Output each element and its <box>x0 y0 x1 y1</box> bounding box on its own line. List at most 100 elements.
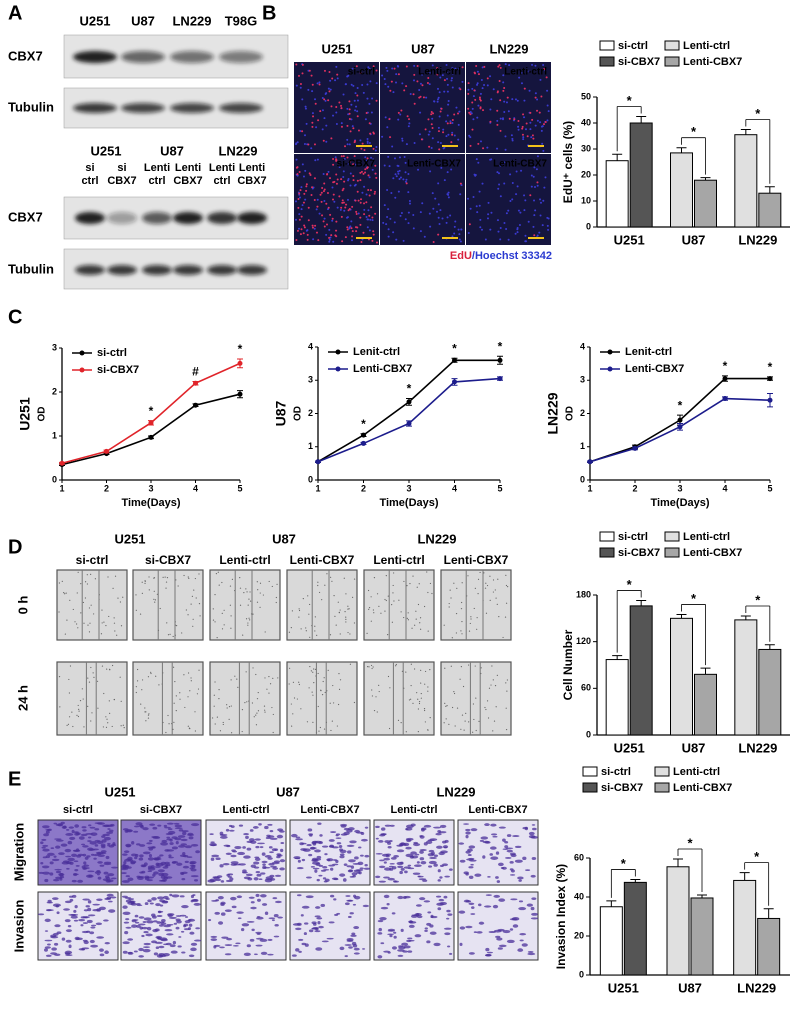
stained-cell <box>127 951 134 955</box>
stained-cell <box>42 844 49 847</box>
cell-speck <box>58 611 60 613</box>
wound-image <box>363 661 435 736</box>
stained-cell <box>236 911 244 914</box>
cell-speck <box>120 700 122 702</box>
cell-speck <box>400 722 402 724</box>
cell-speck <box>418 700 421 703</box>
stained-cell <box>350 865 355 869</box>
cell-speck <box>292 713 294 715</box>
stained-cell <box>183 854 189 858</box>
stained-cell <box>358 871 362 875</box>
cell-speck <box>181 632 183 634</box>
stained-cell <box>326 937 334 940</box>
blot-band <box>75 212 105 224</box>
cell-speck <box>69 665 72 667</box>
stained-cell <box>297 859 301 863</box>
stained-cell <box>438 898 445 902</box>
nucleus <box>460 228 463 231</box>
cell-speck <box>387 634 389 636</box>
edu-nucleus <box>328 236 331 239</box>
stained-cell <box>102 833 111 837</box>
cell-speck <box>506 679 508 681</box>
cell-speck <box>154 601 156 603</box>
cell-speck <box>187 725 189 727</box>
stained-cell <box>88 824 92 827</box>
significance-mark: * <box>498 339 503 353</box>
nucleus <box>499 227 502 230</box>
cell-speck <box>135 686 137 688</box>
stained-cell <box>180 838 188 842</box>
stained-cell <box>110 896 117 899</box>
stained-cell <box>470 863 474 866</box>
stained-cell <box>375 852 383 855</box>
stained-cell <box>498 862 504 867</box>
stained-cell <box>484 905 492 908</box>
cell-speck <box>339 609 341 611</box>
cell-speck <box>119 601 122 603</box>
cell-speck <box>196 693 199 695</box>
stained-cell <box>421 827 427 831</box>
legend-marker <box>335 366 341 372</box>
stained-cell <box>236 895 243 899</box>
y-tick-label: 3 <box>52 342 57 352</box>
stained-cell <box>230 854 237 858</box>
stained-cell <box>138 923 146 926</box>
stained-cell <box>88 836 92 839</box>
cell-speck <box>249 591 251 593</box>
cell-speck <box>384 598 386 601</box>
nucleus <box>397 118 400 121</box>
stained-cell <box>175 840 179 845</box>
stained-cell <box>437 869 441 873</box>
stained-cell <box>265 836 271 840</box>
cell-speck <box>453 691 455 693</box>
nucleus <box>446 216 449 219</box>
stained-cell <box>442 840 447 844</box>
edu-nucleus <box>341 199 344 202</box>
nucleus <box>451 131 454 134</box>
cell-speck <box>473 718 475 721</box>
stained-cell <box>189 864 196 867</box>
cell-speck <box>197 688 200 690</box>
stained-cell <box>122 863 126 867</box>
stained-cell <box>141 926 149 930</box>
stained-cell <box>345 895 351 897</box>
y-tick-label: 3 <box>580 375 585 385</box>
edu-nucleus <box>368 122 371 125</box>
stained-cell <box>296 894 302 897</box>
stained-cell <box>136 904 143 907</box>
nucleus <box>539 121 542 124</box>
stained-cell <box>512 924 519 928</box>
edu-nucleus <box>489 120 492 123</box>
significance-bracket <box>681 604 706 666</box>
stained-cell <box>231 905 237 909</box>
image-group-label: U251 <box>114 531 145 546</box>
image-column-label: Lenti-CBX7 <box>444 553 509 567</box>
blot-lane-label: U251 <box>79 13 110 28</box>
cell-speck <box>114 630 116 632</box>
stained-cell <box>339 946 345 951</box>
nucleus <box>328 228 331 231</box>
blot-lane-label: U87 <box>131 13 155 28</box>
edu-nucleus <box>318 83 321 86</box>
stained-cell <box>443 846 448 849</box>
cell-speck <box>195 597 197 599</box>
cell-speck <box>368 607 371 609</box>
stained-cell <box>168 916 177 919</box>
nucleus <box>442 128 445 131</box>
nucleus <box>301 163 304 166</box>
legend-label: Lenti-CBX7 <box>353 363 412 375</box>
bar <box>670 617 693 736</box>
nucleus <box>361 84 364 87</box>
nucleus <box>524 199 527 202</box>
cell-speck <box>424 683 426 685</box>
edu-nucleus <box>317 239 320 242</box>
cell-speck <box>449 589 451 591</box>
cell-speck <box>221 628 224 630</box>
nucleus <box>436 98 439 101</box>
cell-speck <box>450 597 452 599</box>
stained-cell <box>318 925 324 929</box>
cell-speck <box>103 621 105 623</box>
cell-speck <box>314 668 317 670</box>
nucleus <box>496 219 499 222</box>
